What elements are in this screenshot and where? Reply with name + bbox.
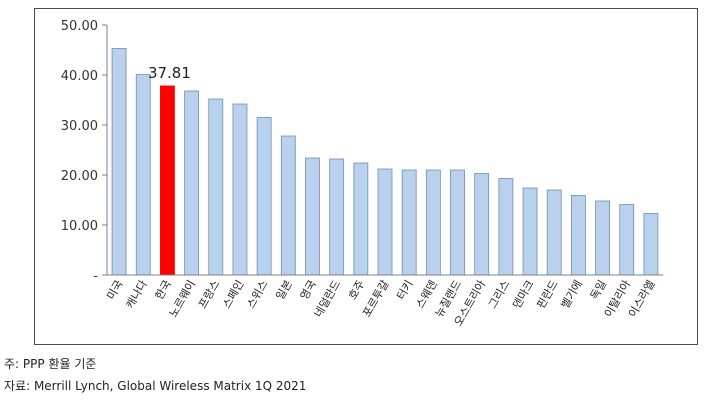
bar bbox=[474, 173, 490, 276]
bar bbox=[595, 200, 610, 276]
bar bbox=[184, 90, 200, 276]
bar bbox=[135, 74, 151, 276]
chart-frame: -10.00 20.00 30.00 40.00 50.00 미국 캐나다 37.81 한국 노르… bbox=[34, 8, 698, 345]
bar bbox=[377, 168, 393, 276]
bar bbox=[111, 48, 127, 276]
y-tick-label: - bbox=[93, 269, 98, 284]
x-tick-label: 프랑스 bbox=[196, 278, 222, 311]
bar bbox=[643, 213, 659, 276]
bar-chart: -10.0020.0030.0040.0050.00미국캐나다37.81한국노르… bbox=[61, 19, 663, 328]
x-tick-label: 호주 bbox=[346, 278, 367, 302]
bar bbox=[353, 162, 369, 276]
x-tick-label: 영국 bbox=[298, 278, 319, 302]
bar bbox=[280, 135, 296, 276]
bar bbox=[619, 204, 635, 276]
bar bbox=[522, 187, 538, 276]
x-tick-label: 독일 bbox=[587, 278, 609, 303]
y-tick-label: 40.00 bbox=[61, 69, 98, 84]
bar bbox=[401, 169, 417, 276]
bar bbox=[232, 103, 248, 276]
x-tick-label: 캐나다 bbox=[123, 278, 149, 311]
x-tick-label: 스페인 bbox=[220, 278, 246, 311]
bar bbox=[425, 169, 441, 276]
x-tick-label: 그리스 bbox=[486, 278, 512, 311]
bar bbox=[546, 189, 562, 276]
bar bbox=[450, 169, 465, 276]
bar bbox=[208, 98, 224, 276]
y-tick-label: 30.00 bbox=[61, 119, 98, 134]
x-tick-label: 미국 bbox=[104, 278, 125, 302]
bar bbox=[256, 117, 272, 276]
y-tick-label: 20.00 bbox=[61, 169, 98, 184]
x-tick-label: 일본 bbox=[273, 278, 295, 303]
x-tick-label: 한국 bbox=[153, 278, 174, 302]
bar bbox=[498, 178, 514, 276]
footnote: 주: PPP 환율 기준 bbox=[4, 357, 97, 371]
x-tick-label: 핀란드 bbox=[534, 278, 560, 311]
y-tick-label: 50.00 bbox=[61, 19, 98, 34]
bar bbox=[329, 158, 345, 276]
x-tick-label: 스위스 bbox=[244, 278, 270, 311]
bar-highlight bbox=[160, 85, 175, 276]
source-note: 자료: Merrill Lynch, Global Wireless Matri… bbox=[4, 379, 307, 393]
bar bbox=[570, 195, 586, 276]
y-tick-label: 10.00 bbox=[61, 219, 98, 234]
x-tick-label: 덴마크 bbox=[510, 278, 536, 311]
x-tick-label: 터키 bbox=[394, 278, 415, 302]
data-label: 37.81 bbox=[148, 64, 191, 82]
x-tick-label: 벨기에 bbox=[559, 278, 585, 311]
bar bbox=[305, 157, 320, 276]
